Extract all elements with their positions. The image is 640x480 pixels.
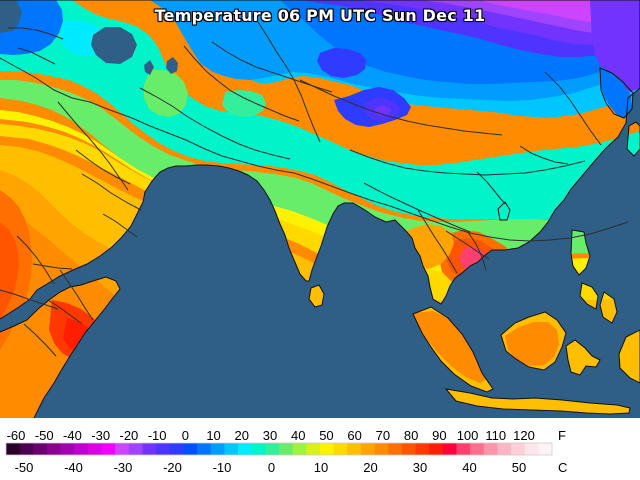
legend-color-swatch [224, 443, 239, 455]
legend-color-swatch [156, 443, 171, 455]
fahrenheit-tick-label: 100 [457, 428, 479, 443]
legend-color-swatch [74, 443, 89, 455]
legend-svg: -60 -50 -40 -30 -20 -10 0 10 20 30 40 50 60 70 80 90 100… [5, 428, 567, 475]
legend-color-swatch [265, 443, 280, 455]
fahrenheit-tick-label: 50 [319, 428, 333, 443]
legend-color-swatch [6, 443, 20, 455]
celsius-unit-label: C [558, 460, 567, 475]
fahrenheit-scale: -60 -50 -40 -30 -20 -10 0 10 20 30 40 50 60 70 80 90 100… [7, 428, 535, 443]
legend-color-swatch [183, 443, 198, 455]
legend-color-swatch [483, 443, 498, 455]
fahrenheit-tick-label: 10 [206, 428, 220, 443]
legend-color-swatch [306, 443, 321, 455]
legend-color-swatch [497, 443, 512, 455]
temperature-map: Temperature 06 PM UTC Sun Dec 11 [0, 0, 640, 418]
celsius-tick-label: 50 [512, 460, 526, 475]
fahrenheit-tick-label: 80 [404, 428, 418, 443]
fahrenheit-tick-label: 120 [513, 428, 535, 443]
legend-color-swatch [347, 443, 362, 455]
legend-color-swatch [524, 443, 539, 455]
legend-color-swatch [46, 443, 61, 455]
legend-color-swatch [470, 443, 485, 455]
legend-color-swatch [238, 443, 253, 455]
legend-color-swatch [210, 443, 225, 455]
fahrenheit-tick-label: 0 [182, 428, 189, 443]
fahrenheit-tick-label: 60 [347, 428, 361, 443]
fahrenheit-tick-label: 110 [485, 428, 506, 443]
legend-color-swatch [128, 443, 143, 455]
legend-color-swatch [87, 443, 102, 455]
fahrenheit-tick-label: 20 [235, 428, 249, 443]
legend-color-swatch [142, 443, 157, 455]
celsius-tick-label: 0 [268, 460, 275, 475]
legend-color-swatch [442, 443, 457, 455]
temperature-legend: -60 -50 -40 -30 -20 -10 0 10 20 30 40 50 60 70 80 90 100… [0, 418, 640, 480]
legend-color-swatch [60, 443, 75, 455]
celsius-tick-label: -10 [213, 460, 232, 475]
legend-color-swatch [251, 443, 266, 455]
celsius-tick-label: -40 [64, 460, 83, 475]
legend-color-swatch [319, 443, 334, 455]
legend-color-swatch [115, 443, 130, 455]
legend-color-swatch [401, 443, 416, 455]
legend-color-swatch [197, 443, 212, 455]
fahrenheit-tick-label: 30 [263, 428, 277, 443]
fahrenheit-tick-label: -40 [63, 428, 82, 443]
celsius-tick-label: -30 [114, 460, 133, 475]
map-svg [0, 0, 640, 418]
legend-color-swatch [538, 443, 553, 455]
legend-color-swatch [333, 443, 348, 455]
fahrenheit-tick-label: -60 [7, 428, 26, 443]
country-borders [0, 21, 629, 357]
celsius-scale: -50 -40 -30 -20 -10 0 10 20 30 40 50 [15, 460, 527, 475]
celsius-tick-label: -50 [15, 460, 34, 475]
legend-color-swatch [456, 443, 471, 455]
legend-color-swatch [33, 443, 48, 455]
fahrenheit-tick-label: 90 [432, 428, 446, 443]
fahrenheit-tick-label: -30 [91, 428, 110, 443]
celsius-tick-label: 30 [413, 460, 427, 475]
legend-color-swatch [429, 443, 444, 455]
legend-color-swatch [388, 443, 403, 455]
fahrenheit-tick-label: 40 [291, 428, 305, 443]
celsius-tick-label: 40 [462, 460, 476, 475]
legend-color-swatch [169, 443, 184, 455]
fahrenheit-unit-label: F [558, 428, 566, 443]
legend-color-swatch [292, 443, 307, 455]
legend-color-swatch [19, 443, 34, 455]
fahrenheit-tick-label: 70 [376, 428, 390, 443]
legend-color-swatch [415, 443, 430, 455]
legend-color-swatch [511, 443, 526, 455]
fahrenheit-tick-label: -10 [148, 428, 167, 443]
legend-color-swatch [374, 443, 389, 455]
legend-color-swatch [360, 443, 375, 455]
legend-color-bar [5, 442, 553, 456]
legend-color-swatch [101, 443, 116, 455]
celsius-tick-label: -20 [163, 460, 182, 475]
celsius-tick-label: 10 [314, 460, 328, 475]
legend-color-swatch [279, 443, 293, 455]
fahrenheit-tick-label: -50 [35, 428, 54, 443]
celsius-tick-label: 20 [363, 460, 377, 475]
fahrenheit-tick-label: -20 [119, 428, 138, 443]
legend-bar-outline [5, 442, 553, 456]
